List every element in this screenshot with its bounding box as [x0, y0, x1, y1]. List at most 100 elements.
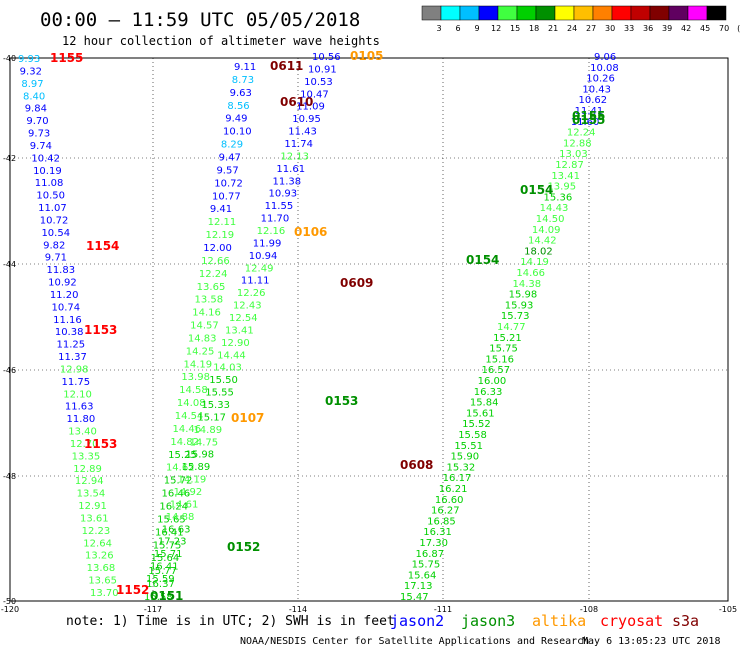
color-swatch: [535, 5, 556, 21]
swh-value: 14.54: [175, 411, 204, 422]
swh-value: 16.85: [427, 516, 456, 527]
track-cryosat: 9.11 8.73 9.63 8.56 9.49 10.10 8.299.47 9.57 10.…: [144, 59, 313, 603]
swh-value: 12.24: [199, 269, 228, 280]
swh-value: 11.80: [67, 414, 96, 425]
pass-time-label: 0154: [466, 253, 499, 267]
swh-value: 14.66: [516, 268, 545, 279]
swh-value: 11.83: [46, 265, 75, 276]
swh-value: 14.58: [179, 385, 208, 396]
swh-value: 13.65: [88, 576, 117, 587]
swh-value: 9.63: [230, 88, 252, 99]
swh-value: 9.84: [25, 104, 47, 115]
color-scale-label: 12: [491, 24, 501, 33]
swh-value: 10.42: [31, 153, 60, 164]
swh-value: 10.72: [40, 215, 69, 226]
swh-value: 12.19: [205, 230, 234, 241]
swh-value: 10.56: [312, 52, 341, 63]
color-swatch: [611, 5, 632, 21]
swh-value: 15.51: [454, 441, 483, 452]
swh-value: 12.90: [221, 338, 250, 349]
swh-value: 12.87: [555, 160, 584, 171]
pass-time-label: 1153: [84, 323, 117, 337]
swh-value: 14.42: [528, 236, 557, 247]
swh-value: 15.90: [450, 452, 479, 463]
swh-value: 8.29: [221, 140, 243, 151]
color-scale-label: 27: [586, 24, 596, 33]
swh-value: 8.97: [21, 79, 43, 90]
swh-value: 17.23: [158, 537, 187, 548]
swh-value: 12.43: [233, 301, 262, 312]
pass-time-label: 0155: [572, 113, 605, 127]
swh-value: 16.46: [162, 489, 191, 500]
swh-value: 12.98: [60, 364, 89, 375]
swh-value: 11.60: [571, 117, 600, 128]
swh-value: 13.61: [80, 513, 109, 524]
swh-value: 10.50: [36, 191, 65, 202]
swh-value: 14.50: [536, 214, 565, 225]
pass-time-label: 1155: [50, 51, 83, 65]
swh-value: 14.38: [513, 279, 542, 290]
swh-value: 15.64: [151, 553, 180, 564]
swh-value: 11.37: [58, 352, 87, 363]
swh-value: 14.82: [170, 437, 199, 448]
swh-value: 11.20: [50, 290, 79, 301]
swh-value: 12.89: [73, 464, 102, 475]
pass-time-label: 0153: [325, 394, 358, 408]
color-swatch: [649, 5, 670, 21]
swh-value: 14.83: [188, 333, 217, 344]
swh-value: 16.60: [435, 495, 464, 506]
swh-value: 15.77: [148, 566, 177, 577]
swh-value: 15.59: [146, 574, 175, 585]
swh-value: 9.41: [210, 204, 232, 215]
color-swatch: [573, 5, 594, 21]
swh-value: 10.19: [33, 166, 62, 177]
pass-time-label: 0608: [400, 458, 433, 472]
swh-value: 15.84: [470, 398, 499, 409]
swh-value: 12.66: [201, 256, 230, 267]
swh-value: 15.36: [544, 192, 573, 203]
swh-value: 10.54: [41, 228, 70, 239]
swh-value: 15.55: [205, 388, 234, 399]
swh-value: 13.26: [85, 551, 114, 562]
swh-value: 11.75: [62, 377, 91, 388]
swh-value: 12.13: [280, 151, 309, 162]
swh-value: 10.10: [223, 127, 252, 138]
swh-value: 14.77: [497, 322, 526, 333]
color-scale-label: 30: [605, 24, 615, 33]
plot-frame: [9, 57, 729, 602]
color-scale-label: 9: [475, 24, 480, 33]
lon-tick-label: -114: [289, 605, 307, 614]
swh-value: 16.87: [416, 549, 445, 560]
lat-tick-label: -48: [3, 472, 16, 481]
swh-value: 16.17: [443, 473, 472, 484]
swh-value: 17.13: [404, 581, 433, 592]
swh-value: 15.65: [157, 514, 186, 525]
swh-value: 10.77: [212, 191, 241, 202]
swh-value: 10.43: [582, 84, 611, 95]
satellite-legend: jason2 jason3 altika cryosat s3a: [390, 612, 699, 630]
swh-value: 12.91: [78, 501, 107, 512]
swh-value: 13.65: [197, 282, 226, 293]
swh-value: 13.40: [68, 427, 97, 438]
swh-value: 15.50: [209, 375, 238, 386]
color-swatch: [592, 5, 613, 21]
swh-value: 8.73: [232, 75, 254, 86]
lon-tick-label: -111: [434, 605, 452, 614]
lon-tick-label: -117: [144, 605, 162, 614]
swh-value: 12.94: [75, 476, 104, 487]
color-scale-label: 45: [700, 24, 710, 33]
swh-value: 15.72: [164, 476, 193, 487]
swh-value: 10.62: [578, 95, 607, 106]
swh-value: 15.71: [154, 549, 183, 560]
swh-value: 9.32: [20, 66, 42, 77]
swh-value: 15.58: [458, 430, 487, 441]
color-swatch: [478, 5, 499, 21]
swh-value: 13.68: [87, 563, 116, 574]
swh-value: 12.24: [567, 128, 596, 139]
swh-value: 10.92: [48, 278, 77, 289]
pass-time-label: 0154: [520, 183, 553, 197]
swh-value: 11.38: [272, 176, 301, 187]
